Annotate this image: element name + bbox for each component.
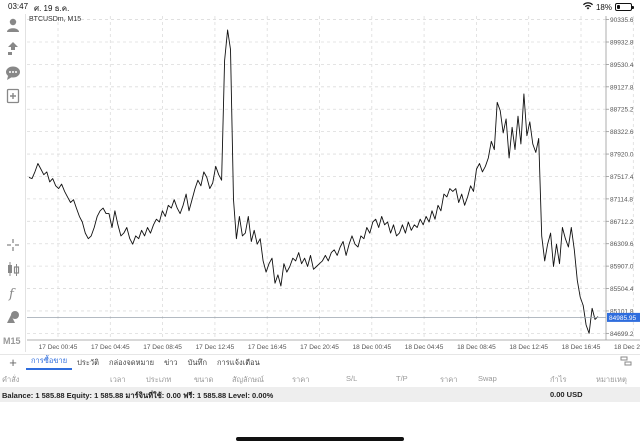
tab-history[interactable]: ประวัติ <box>77 357 100 367</box>
col-order: คำสั่ง <box>2 375 20 384</box>
y-tick-label: 89127.8 <box>610 84 634 91</box>
col-symbol: สัญลักษณ์ <box>232 375 265 384</box>
x-tick-label: 18 Dec 16:45 <box>562 344 601 351</box>
y-tick-label: 87114.8 <box>610 196 633 203</box>
add-icon[interactable]: + <box>9 355 17 370</box>
col-type: ประเภท <box>146 375 172 384</box>
sort-icon[interactable] <box>620 356 632 368</box>
tab-mailbox[interactable]: กล่องจดหมาย <box>109 357 155 367</box>
status-right: 18% <box>582 2 634 12</box>
x-tick-label: 18 Dec 00:45 <box>352 344 391 351</box>
y-tick-label: 86309.6 <box>610 241 634 248</box>
col-profit: กำไร <box>550 375 567 384</box>
y-tick-label: 87517.4 <box>610 174 634 181</box>
y-tick-label: 88725.2 <box>610 107 634 114</box>
col-tp: T/P <box>396 374 408 383</box>
x-tick-label: 17 Dec 16:45 <box>248 344 287 351</box>
x-tick-label: 17 Dec 20:45 <box>300 344 339 351</box>
tab-news[interactable]: ข่าว <box>164 357 178 367</box>
status-time: 03:47 <box>8 2 29 11</box>
x-tick-label: 18 Dec 12:45 <box>509 344 548 351</box>
account-icon[interactable] <box>4 16 22 34</box>
balance-profit: 0.00 USD <box>550 390 583 399</box>
col-time: เวลา <box>110 375 126 384</box>
y-tick-label: 85101.8 <box>610 308 634 315</box>
chart-symbol-title: BTCUSDm, M15 <box>29 16 82 23</box>
svg-text:f: f <box>8 287 16 301</box>
chart-svg: 17 Dec 00:45 17 Dec 04:45 17 Dec 08:45 17 D… <box>27 16 640 351</box>
x-tick-label: 17 Dec 12:45 <box>196 344 235 351</box>
price-series-line <box>28 29 599 334</box>
y-tick-label: 86712.2 <box>610 219 634 226</box>
col-swap: Swap <box>478 374 497 383</box>
x-tick-label: 17 Dec 08:45 <box>143 344 182 351</box>
timeframe-label[interactable]: M15 <box>3 336 21 346</box>
col-volume: ขนาด <box>194 375 214 384</box>
tab-alerts[interactable]: การแจ้งเตือน <box>217 357 260 367</box>
balance-row: Balance: 1 585.88 Equity: 1 585.88 มาร์จ… <box>0 387 640 402</box>
tab-journal[interactable]: บันทึก <box>187 357 208 367</box>
col-comment: หมายเหตุ <box>596 375 627 384</box>
battery-fill <box>617 5 620 9</box>
y-tick-label: 89932.8 <box>610 40 634 47</box>
x-tick-label: 17 Dec 04:45 <box>91 344 130 351</box>
y-tick-label: 87920.0 <box>610 152 634 159</box>
chart-type-icon[interactable] <box>4 260 22 278</box>
x-tick-label: 18 Dec 04:45 <box>405 344 444 351</box>
y-tick-label: 88322.6 <box>610 129 634 136</box>
y-tick-label: 85504.4 <box>610 286 634 293</box>
wifi-icon <box>582 2 593 12</box>
balance-text: Balance: 1 585.88 Equity: 1 585.88 มาร์จ… <box>2 391 274 400</box>
x-tick-label: 18 Dec 20:45 <box>614 344 640 351</box>
left-toolbar: f M15 <box>0 14 26 352</box>
trade-icon[interactable] <box>4 40 22 58</box>
col-sl: S/L <box>346 374 358 383</box>
indicators-icon[interactable]: f <box>4 284 22 302</box>
home-indicator[interactable] <box>236 437 404 441</box>
col-current-price: ราคา <box>440 375 458 384</box>
battery-percent: 18% <box>595 2 612 12</box>
status-date: ศ. 19 ธ.ค. <box>34 4 70 13</box>
price-chart[interactable]: 17 Dec 00:45 17 Dec 04:45 17 Dec 08:45 17 D… <box>27 14 640 354</box>
current-price-label: 84985.95 <box>609 315 636 322</box>
new-order-icon[interactable] <box>4 87 22 105</box>
status-bar: 03:47 ศ. 19 ธ.ค. 18% <box>0 0 640 14</box>
column-headers: คำสั่ง เวลา ประเภท ขนาด สัญลักษณ์ ราคา S… <box>0 371 640 385</box>
battery-icon <box>615 3 634 11</box>
y-tick-label: 85907.0 <box>610 264 634 271</box>
col-price: ราคา <box>292 375 310 384</box>
terminal-tabs: + การซื้อขาย ประวัติ กล่องจดหมาย ข่าว บั… <box>0 354 640 370</box>
y-tick-label: 90335.6 <box>610 17 634 24</box>
current-price-tag <box>607 312 640 322</box>
x-tick-label: 18 Dec 08:45 <box>457 344 496 351</box>
chat-icon[interactable] <box>4 64 22 82</box>
tab-trade[interactable]: การซื้อขาย <box>26 355 73 370</box>
y-tick-label: 84699.2 <box>610 331 634 338</box>
crosshair-icon[interactable] <box>4 236 22 254</box>
x-tick-label: 17 Dec 00:45 <box>39 344 78 351</box>
y-tick-label: 89530.4 <box>610 62 634 69</box>
objects-icon[interactable] <box>4 308 22 326</box>
